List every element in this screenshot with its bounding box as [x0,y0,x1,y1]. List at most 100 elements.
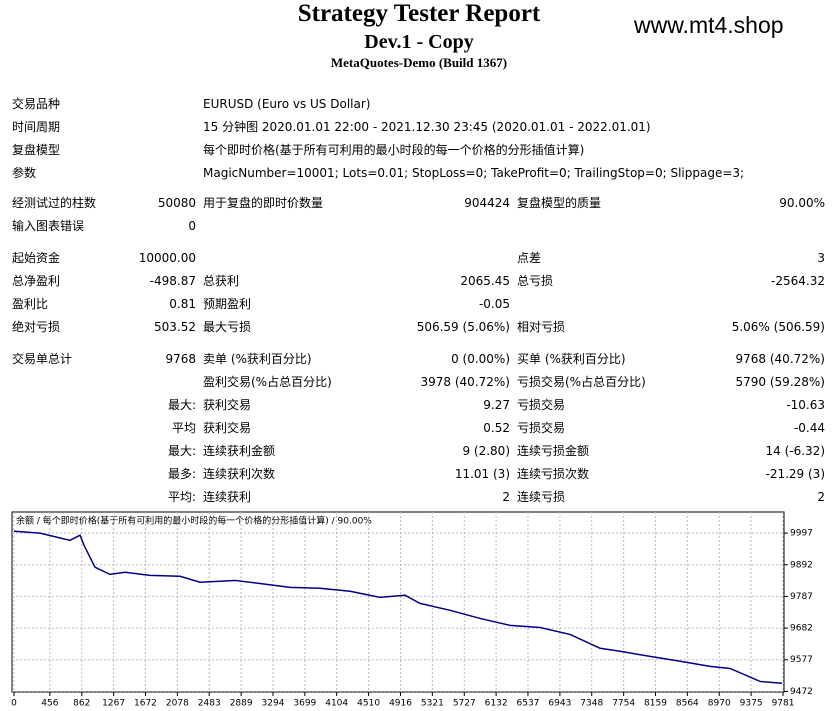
server: MetaQuotes-Demo (Build 1367) [330,55,508,70]
x-tick-label: 9781 [772,699,795,709]
label: 每个即时价格(基于所有可利用的最小时段的每一个价格的分形插值计算) [203,143,585,157]
value: 11.01 (3) [454,467,510,481]
balance-line [13,530,783,685]
value: 503.52 [154,320,196,334]
value: 90.00% [779,196,825,210]
value: 2065.45 [460,274,510,288]
label: EURUSD (Euro vs US Dollar) [203,97,371,111]
label: 起始资金 [12,251,61,265]
x-tick-label: 3294 [262,699,285,709]
value: 0.52 [483,421,510,435]
x-tick-label: 456 [41,699,58,709]
label: 参数 [12,166,37,180]
value: 最大: [167,444,196,458]
x-tick-label: 2483 [198,699,221,709]
value: 9.27 [483,398,510,412]
label: MagicNumber=10001; Lots=0.01; StopLoss=0… [203,166,745,180]
value: -2564.32 [771,274,825,288]
value: 平均: [167,490,196,504]
value: 平均 [171,421,196,435]
value: -498.87 [149,274,196,288]
x-tick-label: 6943 [548,699,571,709]
label: 交易单总计 [12,352,73,366]
x-tick-label: 8564 [676,699,699,709]
label: 连续亏损次数 [517,467,590,481]
label: 连续获利次数 [203,467,276,481]
value: 最大: [167,398,196,412]
value: 9768 [165,352,196,366]
x-tick-label: 2889 [230,699,253,709]
label: 点差 [517,251,542,265]
x-tick-label: 4510 [357,699,380,709]
label: 总亏损 [517,274,554,288]
x-tick-label: 2078 [166,699,189,709]
label: 连续获利金额 [203,444,276,458]
label: 买单 (%获利百分比) [517,352,626,366]
value: -21.29 (3) [765,467,826,481]
label: 复盘模型 [12,143,61,157]
label: 亏损交易 [517,421,566,435]
x-tick-label: 5727 [453,699,476,709]
x-tick-label: 5321 [421,699,444,709]
value: 10000.00 [138,251,196,265]
x-tick-label: 6132 [485,699,508,709]
label: 经测试过的柱数 [12,196,97,210]
label: 连续亏损金额 [517,444,590,458]
y-tick-label: 9787 [790,592,813,602]
report-subtitle: Dev.1 - Copy [364,31,474,53]
value: 0.81 [169,297,196,311]
value: 2 [502,490,510,504]
report-title: Strategy Tester Report [297,0,541,27]
value: -0.44 [793,421,825,435]
label: 15 分钟图 2020.01.01 22:00 - 2021.12.30 23:… [203,120,651,134]
chart-title: 余额 / 每个即时价格(基于所有可利用的最小时段的每一个价格的分形插值计算) /… [16,515,372,527]
label: 总净盈利 [12,274,61,288]
label: 用于复盘的即时价数量 [203,196,324,210]
x-tick-label: 1672 [134,699,157,709]
y-tick-label: 9472 [790,687,813,697]
value: 50080 [157,196,196,210]
label: 获利交易 [203,421,252,435]
label: 绝对亏损 [12,320,61,334]
value: 5.06% (506.59) [731,320,825,334]
label: 复盘模型的质量 [517,196,602,210]
label: 盈利交易(%占总百分比) [203,375,332,389]
label: 盈利比 [12,297,49,311]
x-tick-label: 9375 [740,699,763,709]
value: 904424 [464,196,510,210]
x-tick-label: 862 [73,699,90,709]
x-tick-label: 7754 [612,699,635,709]
value: 3978 (40.72%) [420,375,510,389]
label: 预期盈利 [203,297,252,311]
value: -0.05 [478,297,510,311]
value: 14 (-6.32) [765,444,826,458]
y-tick-label: 9892 [790,560,813,570]
label: 卖单 (%获利百分比) [203,352,312,366]
label: 时间周期 [12,120,61,134]
y-tick-label: 9997 [790,529,813,539]
label: 连续获利 [203,490,252,504]
label: 获利交易 [203,398,252,412]
label: 交易品种 [12,97,61,111]
value: 506.59 (5.06%) [416,320,510,334]
x-tick-label: 6537 [517,699,540,709]
value: -10.63 [786,398,825,412]
value: 2 [817,490,825,504]
x-tick-label: 8159 [644,699,667,709]
value: 9 (2.80) [462,444,510,458]
y-tick-label: 9577 [790,655,813,665]
value: 最多: [167,467,196,481]
value: 0 (0.00%) [451,352,510,366]
value: 5790 (59.28%) [735,375,825,389]
x-tick-label: 1267 [102,699,125,709]
x-tick-label: 8970 [708,699,731,709]
label: 总获利 [203,274,240,288]
x-tick-label: 7348 [580,699,603,709]
label: 连续亏损 [517,490,566,504]
x-tick-label: 4916 [389,699,412,709]
label: 相对亏损 [517,320,566,334]
x-tick-label: 3699 [293,699,316,709]
value: 3 [817,251,825,265]
